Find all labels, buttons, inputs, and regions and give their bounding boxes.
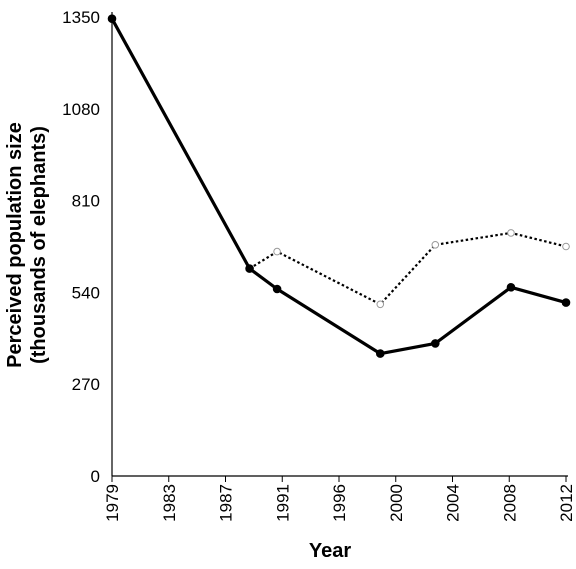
y-axis-title-line1: Perceived population size [4, 122, 26, 368]
y-axis-ticks: 0 270 540 810 1080 1350 [62, 8, 100, 486]
series-1-point [561, 298, 571, 307]
y-tick-label: 1350 [62, 8, 100, 27]
series-1-point [375, 349, 385, 358]
y-tick-label: 0 [91, 467, 100, 486]
series-line-2 [248, 231, 567, 306]
series-layer [107, 14, 571, 358]
x-tick-label: 1979 [103, 484, 122, 522]
series-2-point [273, 247, 281, 256]
series-1-point [506, 283, 516, 292]
series-line-1 [110, 17, 567, 356]
y-tick-label: 810 [72, 192, 100, 211]
series-1-point [245, 264, 254, 273]
x-tick-label: 2012 [557, 484, 576, 522]
series-2-point [562, 242, 570, 251]
x-tick-label: 1996 [330, 484, 349, 522]
y-tick-label: 540 [72, 283, 100, 302]
y-tick-label: 270 [72, 375, 100, 394]
x-tick-label: 1991 [273, 484, 292, 522]
series-2-point [376, 300, 385, 309]
y-tick-label: 1080 [62, 100, 100, 119]
x-axis-title: Year [309, 540, 351, 562]
x-tick-label: 2004 [444, 484, 463, 522]
x-tick-label: 2008 [500, 484, 519, 522]
x-axis-ticks: 1979 1983 1987 1991 1996 2000 2004 2008 2012 [103, 476, 576, 522]
series-2-point [431, 241, 440, 249]
chart-axes [111, 12, 568, 477]
series-1-point [431, 339, 440, 348]
x-tick-label: 2000 [387, 484, 406, 522]
x-tick-label: 1983 [160, 484, 179, 522]
series-2-point [507, 229, 515, 237]
x-tick-label: 1987 [217, 484, 236, 522]
series-1-point [272, 284, 282, 294]
series-1-point [107, 14, 117, 24]
y-axis-title-line2: (thousands of elephants) [28, 126, 50, 364]
